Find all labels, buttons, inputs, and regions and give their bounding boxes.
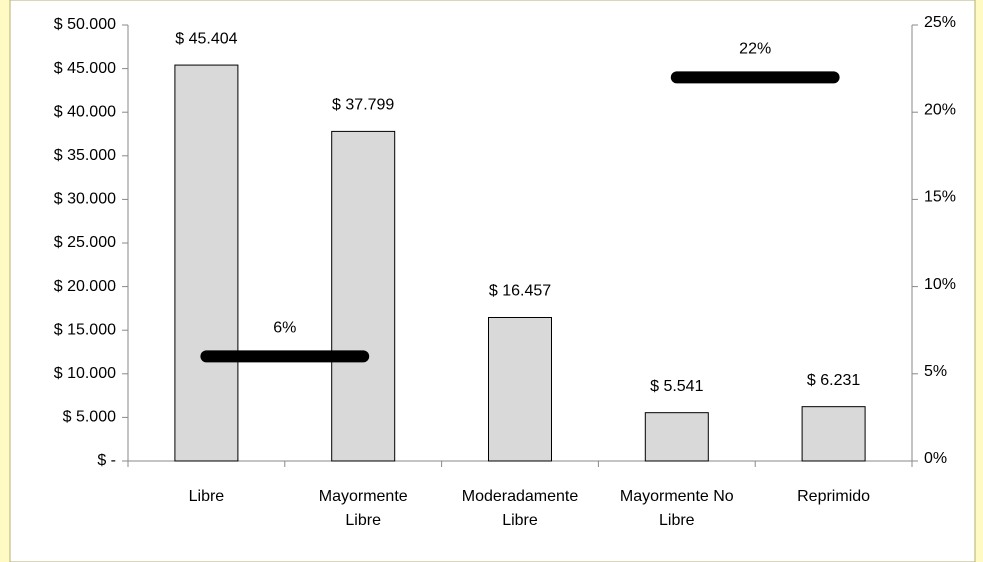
x-tick-label: Mayormente Libre — [319, 488, 408, 529]
value-label: $ 6.231 — [807, 372, 860, 389]
y-tick-label: $ 15.000 — [54, 321, 116, 338]
bar — [488, 316, 552, 462]
x-tick-label: Libre — [189, 488, 225, 505]
y2-tick-label: 10% — [924, 276, 956, 293]
bar — [801, 406, 866, 462]
value-label: $ 5.541 — [650, 378, 703, 395]
x-tick-label: Mayormente No Libre — [620, 488, 734, 529]
x-tick-label: Reprimido — [797, 488, 870, 505]
y-tick-label: $ 40.000 — [54, 103, 116, 120]
x-tick-label: Moderadamente Libre — [462, 488, 579, 529]
value-label: $ 37.799 — [332, 97, 394, 114]
bar — [644, 412, 709, 462]
y2-tick-label: 0% — [924, 450, 947, 467]
value-label: 6% — [273, 320, 296, 337]
y-tick-label: $ 20.000 — [54, 278, 116, 295]
chart-area — [9, 0, 976, 562]
value-label: $ 16.457 — [489, 283, 551, 300]
y-tick-label: $ 10.000 — [54, 365, 116, 382]
y2-tick-label: 5% — [924, 363, 947, 380]
y2-tick-label: 20% — [924, 101, 956, 118]
y-tick-label: $ 45.000 — [54, 60, 116, 77]
bar — [174, 64, 239, 462]
y-tick-label: $ - — [97, 452, 116, 469]
y-tick-label: $ 30.000 — [54, 191, 116, 208]
y-tick-label: $ 25.000 — [54, 234, 116, 251]
bar — [331, 130, 396, 462]
y2-tick-label: 15% — [924, 189, 956, 206]
y-tick-label: $ 35.000 — [54, 147, 116, 164]
value-label: 22% — [739, 41, 771, 58]
y2-tick-label: 25% — [924, 14, 956, 31]
value-label: $ 45.404 — [175, 30, 237, 47]
y-tick-label: $ 5.000 — [63, 409, 116, 426]
y-tick-label: $ 50.000 — [54, 16, 116, 33]
